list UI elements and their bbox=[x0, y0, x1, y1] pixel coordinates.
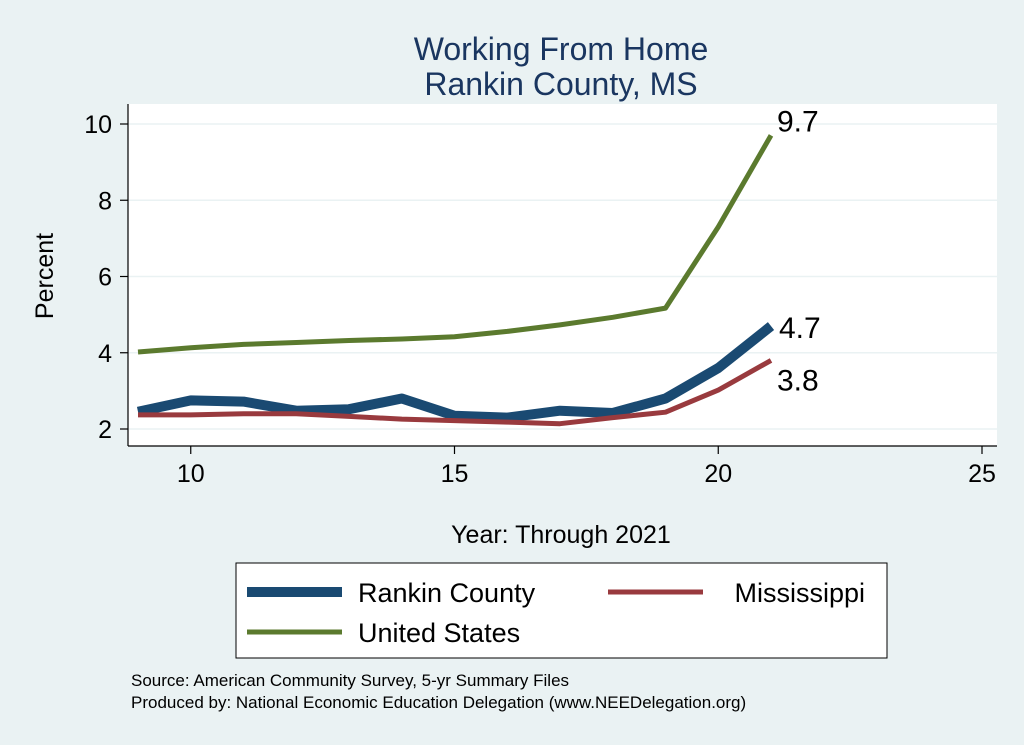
series-line-2 bbox=[137, 134, 774, 355]
end-labels: 4.7 3.8 9.7 bbox=[777, 105, 821, 397]
chart-title-line-2: Rankin County, MS bbox=[424, 66, 697, 102]
gridlines bbox=[128, 123, 997, 430]
legend-label-1: Mississippi bbox=[734, 578, 865, 608]
y-tick-label: 10 bbox=[84, 111, 112, 139]
legend-label-2: United States bbox=[358, 618, 520, 648]
y-tick-label: 6 bbox=[98, 264, 112, 292]
y-tick-label: 4 bbox=[98, 340, 112, 368]
end-label-2: 9.7 bbox=[777, 105, 819, 138]
x-tick-label: 25 bbox=[968, 460, 996, 488]
end-label-0: 4.7 bbox=[779, 312, 821, 345]
end-label-1: 3.8 bbox=[777, 364, 819, 397]
x-axis-title: Year: Through 2021 bbox=[451, 521, 671, 549]
x-tick-label: 20 bbox=[704, 460, 732, 488]
axis-ticks: 2 4 6 8 10 10 15 20 25 bbox=[84, 111, 996, 488]
legend-box bbox=[235, 562, 888, 659]
y-tick-label: 8 bbox=[98, 187, 112, 215]
series-lines bbox=[136, 134, 775, 427]
chart-title-line-1: Working From Home bbox=[414, 31, 709, 67]
y-axis-title: Percent bbox=[31, 233, 59, 319]
legend: Rankin County Mississippi United States bbox=[247, 578, 865, 648]
series-line-0 bbox=[136, 322, 775, 423]
x-tick-label: 15 bbox=[441, 460, 469, 488]
source-note: Source: American Community Survey, 5-yr … bbox=[131, 671, 569, 690]
producer-note: Produced by: National Economic Education… bbox=[131, 693, 746, 712]
plot-area bbox=[128, 104, 997, 446]
legend-label-0: Rankin County bbox=[358, 578, 536, 608]
x-tick-label: 10 bbox=[177, 460, 205, 488]
series-line-1 bbox=[138, 358, 773, 427]
y-tick-label: 2 bbox=[98, 416, 112, 444]
